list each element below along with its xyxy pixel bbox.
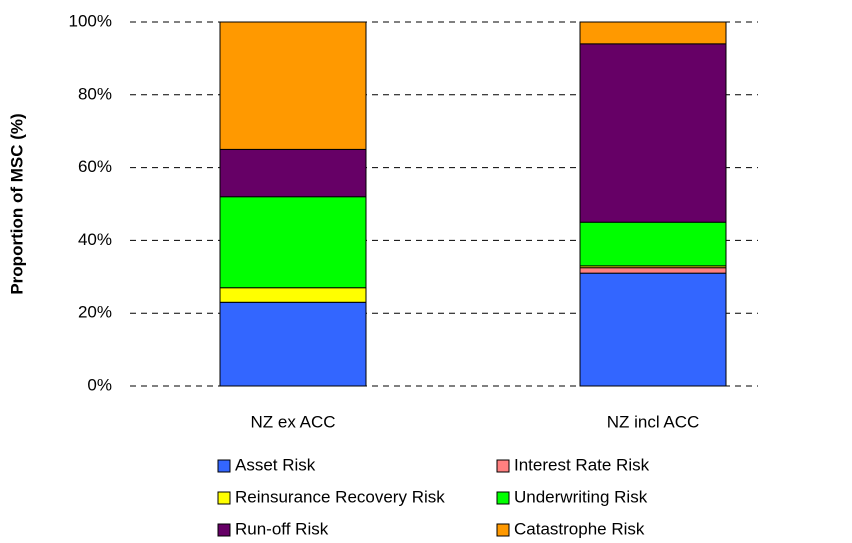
bar-segment [219,21,367,150]
bar-segment [579,21,727,45]
bar-segment [219,287,367,303]
bar-segment [579,272,727,387]
bar-segment [219,196,367,289]
y-tick-label: 80% [78,84,112,103]
y-tick-label: 0% [87,375,112,394]
y-tick-label: 40% [78,230,112,249]
legend-label: Underwriting Risk [514,487,648,506]
legend-swatch [217,491,231,505]
y-tick-label: 20% [78,303,112,322]
legend-label: Catastrophe Risk [514,519,645,538]
legend-label: Run-off Risk [235,519,329,538]
legend-swatch [496,491,510,505]
legend-swatch [217,459,231,473]
bar-segment [219,148,367,198]
legend-label: Asset Risk [235,455,316,474]
y-tick-label: 100% [69,11,112,30]
legend-label: Interest Rate Risk [514,455,650,474]
y-tick-label: 60% [78,157,112,176]
x-tick-label: NZ incl ACC [607,412,700,431]
legend-swatch [217,523,231,537]
bar-segment [579,221,727,267]
y-axis-title: Proportion of MSC (%) [7,113,26,294]
x-tick-label: NZ ex ACC [250,412,335,431]
bar-segment [579,43,727,223]
bar-segment [219,301,367,387]
bar-segment [579,267,727,274]
legend-swatch [496,523,510,537]
legend-label: Reinsurance Recovery Risk [235,487,445,506]
legend-swatch [496,459,510,473]
